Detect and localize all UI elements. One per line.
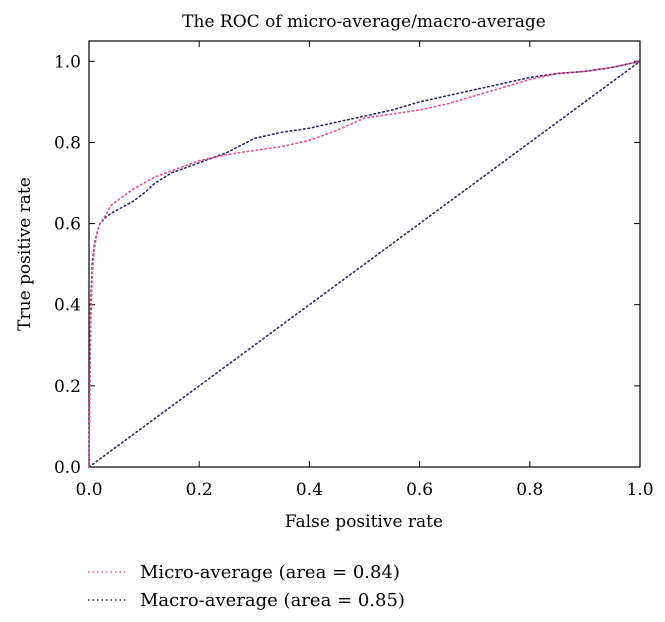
x-tick-label: 0.6: [406, 480, 433, 500]
y-tick-label: 1.0: [54, 52, 81, 72]
legend: Micro-average (area = 0.84) Macro-averag…: [88, 562, 405, 611]
x-tick-label: 0.8: [516, 480, 543, 500]
axis-ticks: [88, 41, 641, 468]
y-tick-label: 0.6: [54, 215, 81, 235]
series-line-chance-diagonal: [88, 60, 641, 468]
y-tick-label: 0.4: [54, 296, 81, 316]
x-tick-label: 1.0: [626, 480, 653, 500]
chart-title: The ROC of micro-average/macro-average: [182, 12, 546, 32]
x-tick-label: 0.2: [186, 480, 213, 500]
y-axis-label: True positive rate: [15, 177, 35, 331]
legend-label-macro-average: Macro-average (area = 0.85): [140, 590, 405, 611]
plot-frame: [88, 40, 641, 468]
y-tick-labels: 0.0 0.2 0.4 0.6 0.8 1.0: [54, 52, 81, 478]
legend-label-micro-average: Micro-average (area = 0.84): [140, 562, 400, 583]
y-tick-label: 0.0: [54, 458, 81, 478]
y-tick-label: 0.8: [54, 133, 81, 153]
x-tick-label: 0.4: [296, 480, 323, 500]
y-tick-label: 0.2: [54, 377, 81, 397]
series-line-micro-average: [88, 60, 641, 468]
series-layer: [88, 60, 641, 468]
x-axis-label: False positive rate: [285, 512, 443, 532]
x-tick-label: 0.0: [75, 480, 102, 500]
x-tick-labels: 0.0 0.2 0.4 0.6 0.8 1.0: [75, 480, 653, 500]
